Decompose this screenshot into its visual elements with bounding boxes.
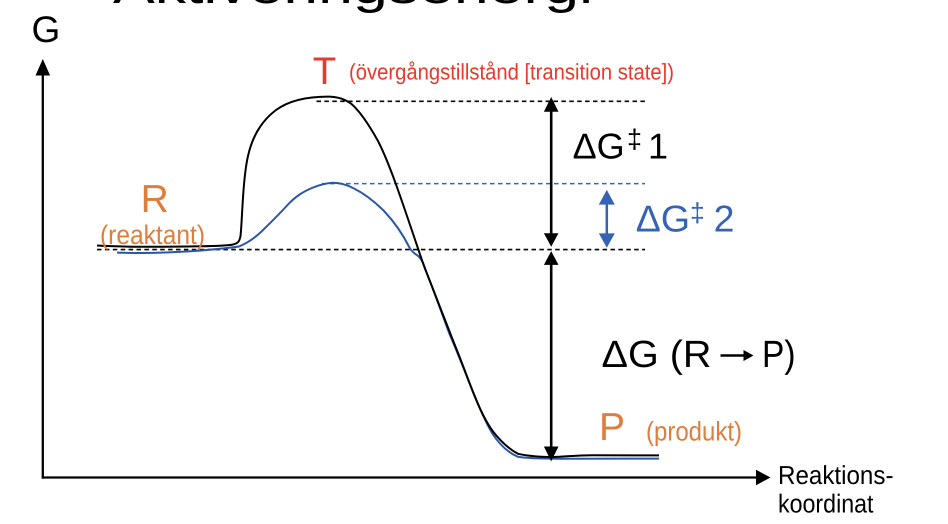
svg-text:‡: ‡: [690, 198, 705, 228]
svg-text:(övergångstillstånd [transitio: (övergångstillstånd [transition state]): [349, 60, 674, 85]
svg-text:P: P: [599, 406, 625, 449]
svg-text:ΔG (R: ΔG (R: [602, 334, 712, 376]
svg-text:2: 2: [714, 198, 735, 240]
svg-text:ΔG: ΔG: [636, 198, 690, 240]
svg-text:R: R: [141, 178, 169, 221]
svg-text:(reaktant): (reaktant): [100, 220, 205, 250]
svg-text:ΔG: ΔG: [573, 125, 625, 166]
svg-text:G: G: [32, 9, 61, 50]
svg-text:(produkt): (produkt): [646, 416, 742, 446]
svg-text:Reaktions-: Reaktions-: [778, 460, 894, 490]
svg-text:T: T: [313, 50, 337, 93]
svg-text:Aktiveringsenergi: Aktiveringsenergi: [113, 0, 593, 14]
svg-text:koordinat: koordinat: [778, 489, 874, 519]
svg-text:‡: ‡: [627, 124, 642, 154]
svg-text:P): P): [762, 334, 796, 376]
svg-text:1: 1: [648, 125, 668, 166]
